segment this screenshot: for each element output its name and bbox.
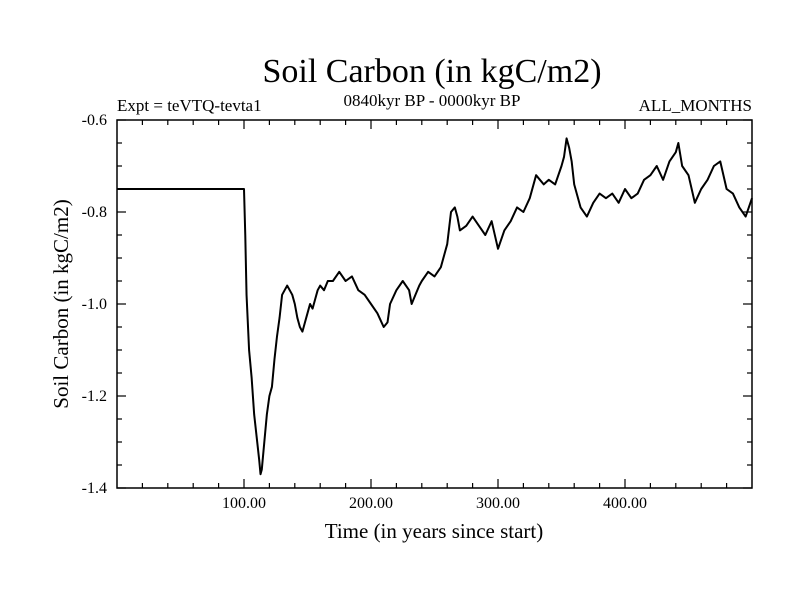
series-line-0 [117,137,753,476]
y-tick-label: -0.6 [82,112,107,129]
subtitle-center: 0840kyr BP - 0000kyr BP [344,91,521,110]
y-tick-label: -1.2 [82,388,107,405]
chart-title: Soil Carbon (in kgC/m2) [262,53,601,90]
y-axis-label: Soil Carbon (in kgC/m2) [49,199,73,408]
x-tick-label: 100.00 [222,495,266,512]
subtitle-right: ALL_MONTHS [639,96,752,115]
plot-frame [116,119,753,489]
subtitle-left: Expt = teVTQ-tevta1 [117,96,262,115]
x-tick-label: 400.00 [603,495,647,512]
x-tick-label: 200.00 [349,495,393,512]
x-tick-label: 300.00 [476,495,520,512]
y-tick-label: -1.4 [82,480,107,497]
y-tick-label: -0.8 [82,204,107,221]
y-tick-label: -1.0 [82,296,107,313]
x-axis-label: Time (in years since start) [325,519,544,543]
